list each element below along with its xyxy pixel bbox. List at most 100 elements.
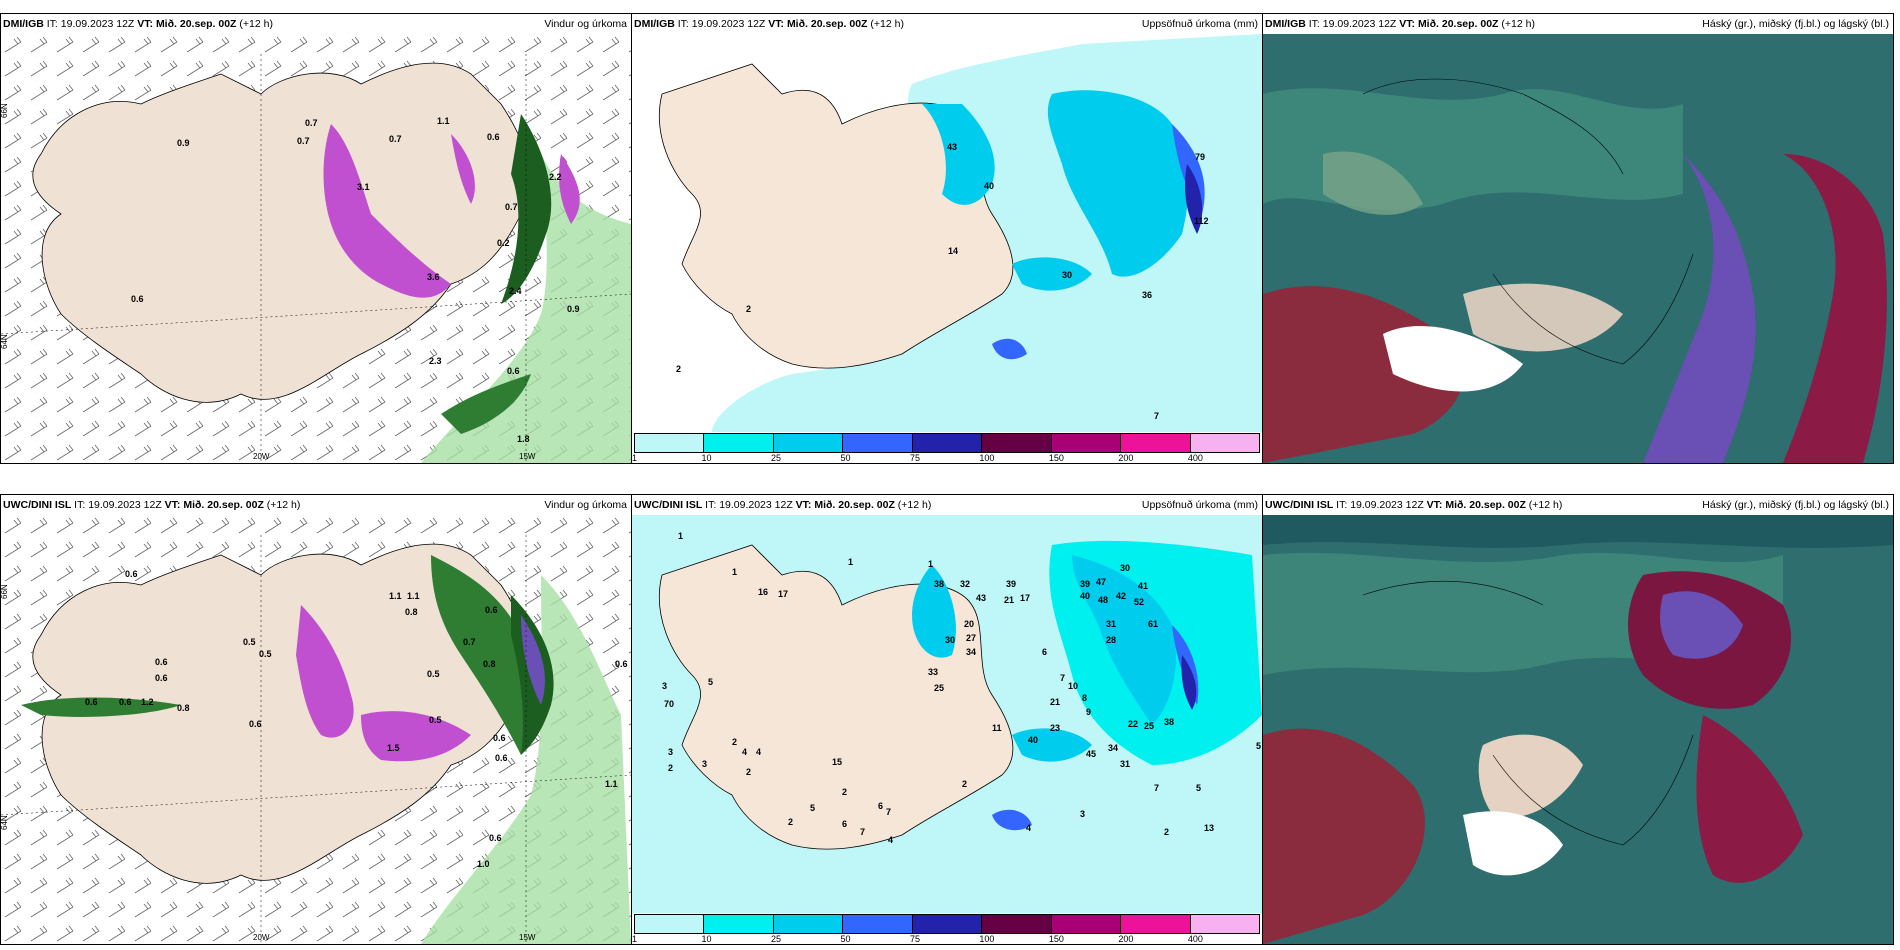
colorbar-tick: 100 [979,453,995,463]
svg-text:0.7: 0.7 [463,637,476,647]
svg-text:22: 22 [1128,719,1138,729]
panel-accum-precip-dmi: DMI/IGB IT: 19.09.2023 12Z VT: Mið. 20.s… [631,13,1263,464]
svg-text:2: 2 [962,779,967,789]
colorbar-tick: 50 [840,453,851,463]
colorbar-swatch [635,915,705,933]
init-time: 19.09.2023 12Z [691,18,766,30]
lat-label-64n: 64N [1,815,9,830]
svg-text:7: 7 [1154,783,1159,793]
svg-text:2: 2 [746,304,751,314]
map-plot: 20W 15W 66N 64N 0.9 0.7 0.7 0.7 1.1 0.6 … [1,34,631,463]
svg-text:1.5: 1.5 [387,743,400,753]
svg-text:3: 3 [1080,809,1085,819]
svg-text:39: 39 [1006,579,1016,589]
precip-label: 0.9 [567,304,580,314]
svg-text:23: 23 [1050,723,1060,733]
svg-text:11: 11 [992,723,1002,733]
precip-label: 1.1 [437,116,450,126]
svg-text:7: 7 [860,827,865,837]
colorbar-swatches [634,433,1260,453]
svg-text:4: 4 [756,747,761,757]
accum-labels: 79 43 40 14 30 36 112 2 2 7 [676,142,1209,421]
colorbar-tick: 10 [701,934,712,944]
panel-header: UWC/DINI ISL IT: 19.09.2023 12Z VT: Mið.… [1,495,631,515]
map-plot: 1 1 1 1 16 17 38 32 43 39 21 17 30 39 47… [632,515,1262,913]
precip-label: 0.7 [389,134,402,144]
model-name: UWC/DINI ISL [1265,499,1334,511]
svg-text:30: 30 [945,635,955,645]
map-plot: 20W 15W 66N 64N 0.6 1.1 0.6 0.5 0.5 1.1 … [1,515,631,944]
colorbar: 1 10 25 50 75 100 150 200 400 [632,432,1262,463]
map-svg: 20W 15W 66N 64N 0.6 1.1 0.6 0.5 0.5 1.1 … [1,515,631,944]
svg-text:2: 2 [676,364,681,374]
svg-text:0.6: 0.6 [493,733,506,743]
svg-text:5: 5 [1256,741,1261,751]
svg-text:0.6: 0.6 [485,605,498,615]
svg-text:112: 112 [1194,216,1209,226]
svg-text:34: 34 [966,647,976,657]
svg-text:0.5: 0.5 [427,669,440,679]
svg-text:1: 1 [678,531,683,541]
colorbar-swatch [704,915,774,933]
model-name: DMI/IGB [1265,18,1306,30]
svg-text:2: 2 [1164,827,1169,837]
precip-label: 0.7 [305,118,318,128]
colorbar-ticks: 1 10 25 50 75 100 150 200 400 [632,453,1260,463]
precip-label: 2.2 [549,172,562,182]
panel-header: UWC/DINI ISL IT: 19.09.2023 12Z VT: Mið.… [1263,495,1893,515]
svg-text:61: 61 [1148,619,1158,629]
model-name: UWC/DINI ISL [3,499,72,511]
svg-text:48: 48 [1098,595,1108,605]
lat-label-64n: 64N [1,334,9,349]
precip-label: 0.7 [297,136,310,146]
svg-text:43: 43 [976,593,986,603]
colorbar-swatch [1121,915,1191,933]
svg-text:30: 30 [1062,270,1072,280]
colorbar-swatch [912,434,983,452]
colorbar-tick: 200 [1118,934,1134,944]
map-plot: 79 43 40 14 30 36 112 2 2 7 [632,34,1262,432]
precip-label: 3.1 [357,182,370,192]
colorbar-tick: 50 [840,934,851,944]
svg-text:7: 7 [1154,411,1159,421]
init-time: 19.09.2023 12Z [88,499,162,511]
precip-label: 0.7 [505,202,518,212]
svg-text:32: 32 [960,579,970,589]
map-svg: 20W 15W 66N 64N 0.9 0.7 0.7 0.7 1.1 0.6 … [1,34,631,463]
svg-text:17: 17 [778,589,788,599]
precip-label: 1.8 [517,434,530,444]
iceland-land [658,63,1014,369]
svg-text:5: 5 [708,677,713,687]
svg-text:8: 8 [1082,693,1087,703]
svg-text:7: 7 [886,807,891,817]
model-name: DMI/IGB [634,18,675,30]
colorbar-tick: 150 [1048,453,1064,463]
colorbar-tick: 10 [701,453,712,463]
colorbar-swatch [1190,434,1259,452]
colorbar-tick: 100 [979,934,995,944]
init-time: 19.09.2023 12Z [1322,18,1397,30]
svg-text:41: 41 [1138,581,1148,591]
svg-text:0.5: 0.5 [243,637,256,647]
lat-label-66n: 66N [1,584,9,599]
svg-text:16: 16 [758,587,768,597]
precip-magenta [323,124,451,298]
lead-time: (+12 h) [1501,18,1535,30]
svg-text:25: 25 [1144,721,1154,731]
lead-time: (+12 h) [239,18,273,30]
precip-label: 2.4 [509,286,522,296]
panel-header: DMI/IGB IT: 19.09.2023 12Z VT: Mið. 20.s… [632,14,1262,34]
field-title: Vindur og úrkoma [544,18,627,30]
map-plot [1263,515,1893,944]
svg-text:2: 2 [732,737,737,747]
colorbar-swatch [635,434,705,452]
panel-wind-precip-uwc: UWC/DINI ISL IT: 19.09.2023 12Z VT: Mið.… [0,494,632,945]
colorbar-swatch [773,915,844,933]
lon-label-20w: 20W [253,452,270,461]
valid-time: Mið. 20.sep. 00Z [1417,18,1499,30]
svg-text:40: 40 [1080,591,1090,601]
svg-text:10: 10 [1068,681,1078,691]
panel-accum-precip-uwc: UWC/DINI ISL IT: 19.09.2023 12Z VT: Mið.… [631,494,1263,945]
svg-text:6: 6 [842,819,847,829]
lon-label-15w: 15W [519,933,536,942]
